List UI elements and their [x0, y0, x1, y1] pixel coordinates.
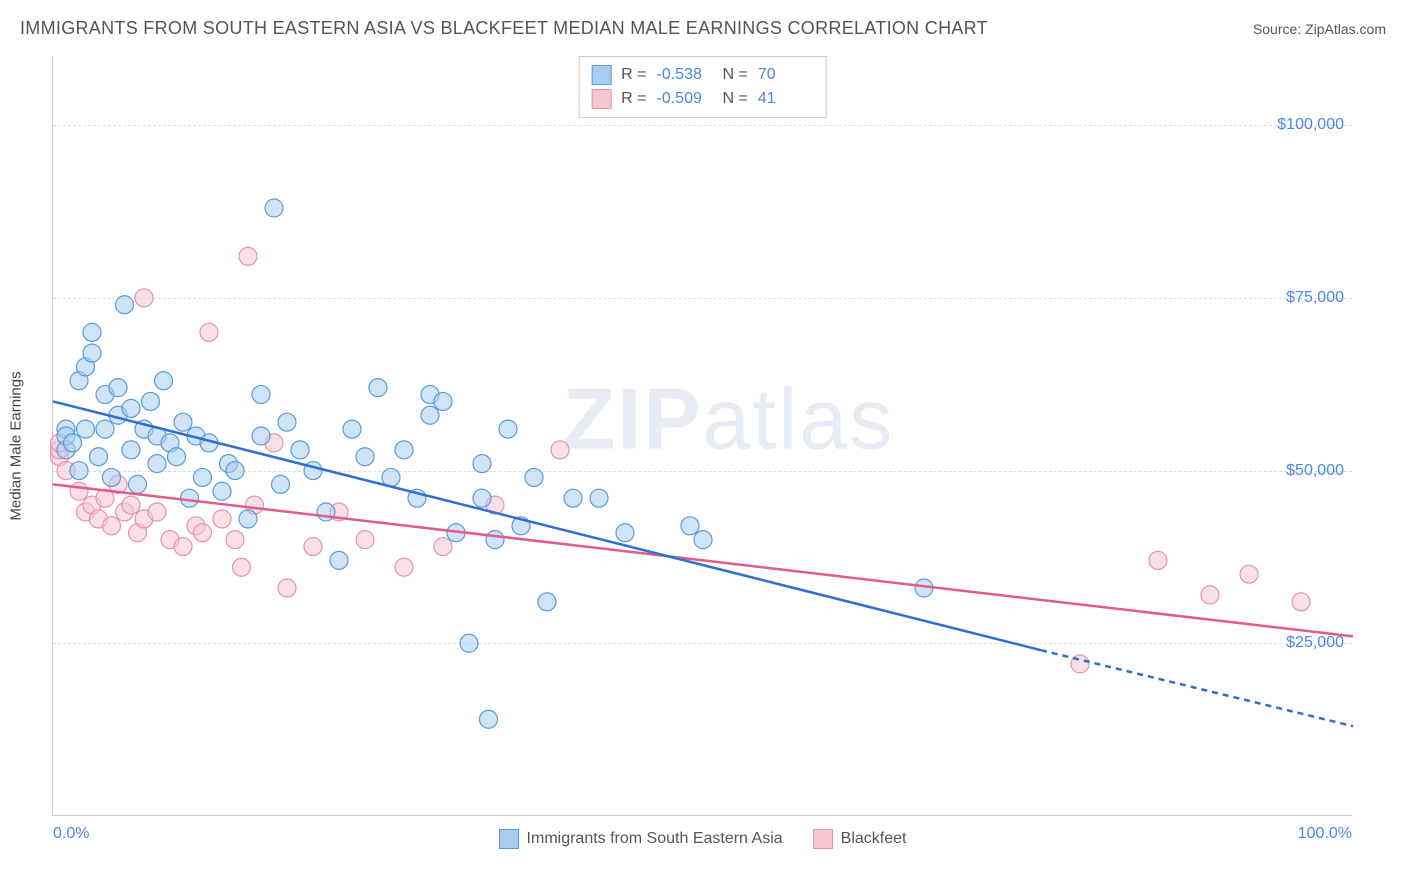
swatch-series-a-icon [591, 65, 611, 85]
legend-label-a: Immigrants from South Eastern Asia [527, 830, 783, 848]
r-label-b: R = [621, 90, 646, 108]
legend-item-a: Immigrants from South Eastern Asia [499, 829, 783, 849]
source-label: Source: ZipAtlas.com [1253, 21, 1386, 37]
y-axis-label: Median Male Earnings [8, 371, 25, 520]
scatter-svg [53, 56, 1352, 815]
n-value-b: 41 [758, 90, 814, 108]
swatch-series-b-icon [813, 829, 833, 849]
n-value-a: 70 [758, 66, 814, 84]
legend-series: Immigrants from South Eastern Asia Black… [499, 829, 907, 849]
legend-stats-row-a: R = -0.538 N = 70 [591, 63, 814, 87]
legend-label-b: Blackfeet [841, 830, 907, 848]
plot-area: ZIPatlas $25,000$50,000$75,000$100,000 0… [52, 56, 1352, 816]
n-label-a: N = [723, 66, 748, 84]
legend-item-b: Blackfeet [813, 829, 907, 849]
r-value-a: -0.538 [657, 66, 713, 84]
chart-title: IMMIGRANTS FROM SOUTH EASTERN ASIA VS BL… [20, 18, 988, 39]
r-value-b: -0.509 [657, 90, 713, 108]
r-label-a: R = [621, 66, 646, 84]
x-tick-left: 0.0% [53, 825, 89, 843]
x-tick-right: 100.0% [1298, 825, 1352, 843]
legend-stats-row-b: R = -0.509 N = 41 [591, 87, 814, 111]
swatch-series-a-icon [499, 829, 519, 849]
swatch-series-b-icon [591, 89, 611, 109]
n-label-b: N = [723, 90, 748, 108]
legend-stats: R = -0.538 N = 70 R = -0.509 N = 41 [578, 56, 827, 118]
